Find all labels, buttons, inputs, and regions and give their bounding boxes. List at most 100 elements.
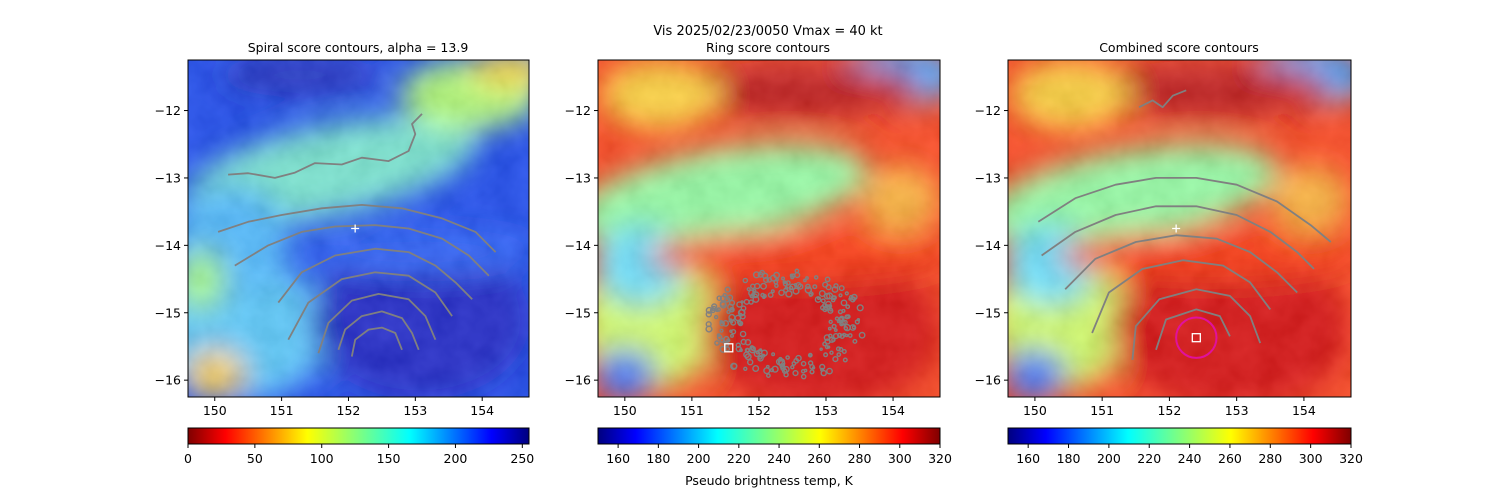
ring-x-tick-label: 151: [680, 403, 704, 418]
spiral-contour-line-7: [350, 326, 403, 357]
ring-square-marker: [724, 343, 734, 353]
combined-x-tick-label: 150: [1023, 403, 1047, 418]
ring-contour-blob: [823, 292, 831, 300]
ring-contour-blob: [726, 309, 731, 315]
ring-contour-blob: [858, 331, 866, 339]
ring-colorbar: [597, 427, 941, 445]
ring-contour-blob: [740, 305, 747, 312]
ring-contour-blob: [719, 320, 726, 327]
ring-contour-blob: [803, 278, 807, 283]
combined-y-tick-label: −13: [975, 170, 1001, 185]
ring-contour-blob: [757, 354, 764, 362]
ring-heatmap-image: [598, 60, 940, 397]
combined-contour-line-0: [1138, 89, 1187, 109]
ring-contour-blob: [767, 292, 774, 298]
ring-contour-blob: [726, 294, 734, 302]
ring-colorbar-ticks: 160 180 200 220 240 260 280 300 320: [606, 444, 952, 466]
spiral-contour-line-1: [217, 204, 497, 253]
ring-contour-blob: [838, 293, 843, 298]
ring-contour-blob: [811, 366, 816, 370]
combined-colorbar-tick-label: 320: [1339, 451, 1363, 466]
ring-contour-blob: [838, 347, 844, 353]
ring-contour-blob: [836, 319, 841, 324]
ring-contour-blob: [805, 276, 809, 280]
ring-contour-blob: [729, 319, 734, 324]
combined-contour-line-3: [1064, 234, 1298, 294]
spiral-colorbar: [187, 427, 530, 445]
ring-contour-blob: [752, 271, 761, 279]
ring-contour-blob: [851, 293, 858, 301]
ring-contour-blob: [790, 365, 795, 370]
ring-contour-blob: [754, 282, 761, 290]
spiral-contour-line-6: [337, 310, 420, 351]
ring-contour-blob: [842, 319, 848, 326]
combined-axes-frame: [1007, 59, 1352, 398]
ring-contour-blob: [766, 277, 773, 283]
combined-x-ticks: 150 151 152 153 154: [1023, 397, 1316, 418]
ring-x-tick-label: 150: [613, 403, 637, 418]
combined-y-ticks: −12 −13 −14 −15 −16: [975, 103, 1008, 388]
combined-colorbar-tick-label: 160: [1016, 451, 1040, 466]
ring-contour-blob: [831, 323, 837, 329]
ring-contour-blob: [739, 348, 743, 353]
ring-contour-blob: [841, 308, 846, 313]
ring-contour-blob: [835, 346, 841, 352]
ring-contour-blob: [722, 319, 729, 327]
ring-contour-blob: [848, 297, 852, 301]
ring-contour-blob: [785, 290, 793, 298]
ring-contour-blob: [743, 366, 748, 371]
ring-y-tick-label: −14: [565, 238, 591, 253]
ring-contour-blob: [808, 291, 814, 297]
ring-contour-blob: [736, 301, 743, 308]
ring-contour-blob: [719, 328, 724, 333]
ring-contour-blob: [740, 313, 746, 320]
ring-contour-blob: [818, 290, 826, 298]
ring-contour-blob: [775, 277, 779, 282]
ring-contour-blob: [711, 305, 717, 311]
ring-contour-blob: [744, 338, 752, 346]
combined-center-circle: [1175, 316, 1218, 359]
ring-contour-blob: [705, 311, 712, 318]
ring-contour-blob: [840, 299, 848, 307]
combined-x-tick-label: 151: [1090, 403, 1114, 418]
panel-ring: Ring score contours 150 151 152 153 154 −12−…: [565, 40, 952, 488]
spiral-heatmap-image: [188, 60, 529, 397]
combined-x-tick-label: 152: [1157, 403, 1181, 418]
ring-contour-blob: [814, 296, 822, 303]
spiral-colorbar-ticks: 0 50 100 150 200 250: [184, 444, 534, 466]
ring-contour-blob: [740, 300, 744, 304]
ring-contour-blob: [794, 268, 800, 274]
ring-contour-blob: [748, 299, 754, 305]
spiral-y-tick-label: −12: [155, 103, 181, 118]
combined-heatmap-image: [1008, 60, 1351, 397]
ring-contour-blob: [760, 349, 768, 357]
combined-colorbar-tick-label: 260: [1218, 451, 1242, 466]
ring-contour-blob: [736, 319, 742, 325]
ring-contour-blob: [820, 369, 827, 377]
ring-contour-blob: [716, 295, 723, 302]
ring-contour-blob: [847, 333, 853, 338]
ring-contour-blob: [729, 308, 734, 313]
ring-axes-frame: [597, 59, 941, 398]
combined-center-plus-marker: [1172, 224, 1181, 233]
ring-contour-blob: [829, 350, 834, 355]
panel-spiral-title: Spiral score contours, alpha = 13.9: [248, 40, 469, 55]
ring-contour-blob: [824, 338, 831, 345]
ring-contour-blob: [804, 286, 812, 294]
ring-colorbar-tick-label: 160: [606, 451, 630, 466]
combined-colorbar-tick-label: 300: [1299, 451, 1323, 466]
ring-contour-blob: [744, 353, 752, 361]
ring-contour-blob: [713, 314, 719, 320]
ring-contour-blob: [819, 363, 826, 371]
spiral-markers: [351, 224, 360, 233]
spiral-y-ticks: −12 −13 −14 −15 −16: [155, 103, 188, 388]
ring-contour-blob: [844, 291, 849, 296]
ring-contour-blob: [800, 360, 807, 367]
spiral-contour-line-3: [277, 247, 473, 304]
ring-contour-blob: [825, 300, 832, 308]
ring-contour-blob: [812, 284, 818, 290]
ring-contour-blob: [742, 277, 749, 284]
ring-contour-blob: [841, 349, 847, 355]
ring-contour-blob: [753, 350, 761, 358]
spiral-y-tick-label: −16: [155, 373, 181, 388]
